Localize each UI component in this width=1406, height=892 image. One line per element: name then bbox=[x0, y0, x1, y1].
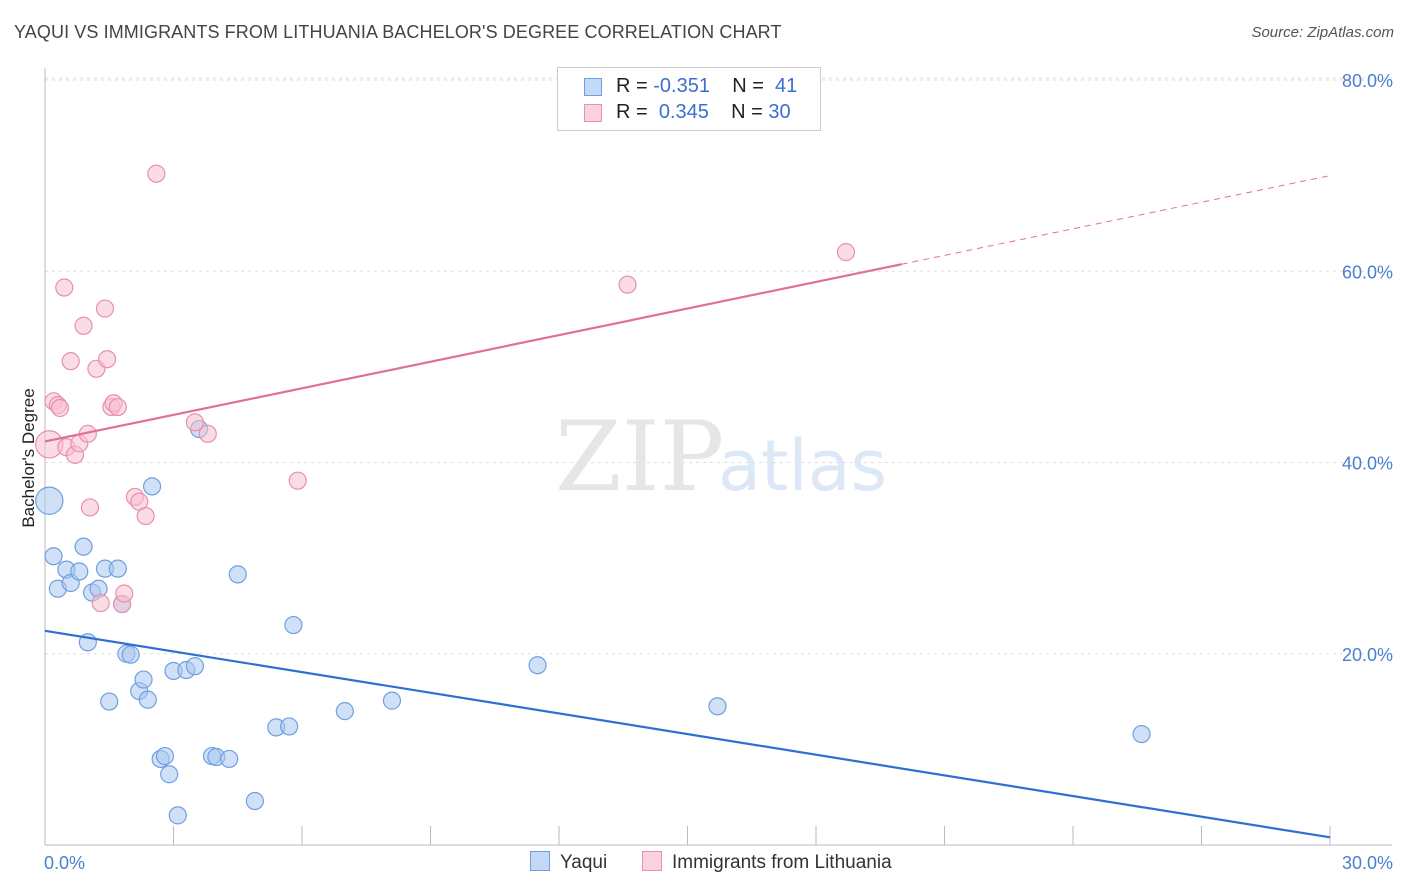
legend-r-label: R = bbox=[616, 101, 654, 123]
legend-n-label: N = bbox=[731, 101, 769, 123]
correlation-legend: R = -0.351 N = 41 R = 0.345 N = 30 bbox=[557, 67, 821, 131]
lithuania-trend-line bbox=[44, 263, 902, 443]
yaqui-point bbox=[335, 702, 354, 721]
yaqui-point bbox=[138, 690, 157, 709]
y-axis-label: Bachelor's Degree bbox=[19, 388, 38, 527]
yaqui-point bbox=[35, 486, 64, 515]
yaqui-point bbox=[185, 657, 205, 676]
yaqui-point bbox=[108, 559, 127, 578]
yaqui-point bbox=[528, 656, 547, 675]
lithuania-point bbox=[618, 275, 637, 294]
yaqui-point bbox=[280, 717, 299, 736]
yaqui-swatch bbox=[584, 78, 602, 96]
lithuania-point bbox=[61, 352, 80, 371]
bottom-legend-yaqui: Yaqui bbox=[530, 851, 607, 874]
lithuania-point bbox=[115, 584, 134, 603]
tick-labels: 20.0% 40.0% 60.0% 80.0% 0.0% 30.0% bbox=[44, 71, 1393, 873]
gridlines bbox=[45, 77, 1392, 655]
yaqui-trend-line bbox=[44, 629, 1331, 839]
yaqui-point bbox=[142, 477, 162, 496]
yaqui-point bbox=[245, 791, 264, 811]
lithuania-legend-swatch bbox=[642, 851, 662, 871]
lithuania-point bbox=[95, 299, 115, 318]
watermark-atlas: atlas bbox=[718, 425, 887, 507]
lithuania-point bbox=[74, 316, 93, 335]
x-tick-label: 30.0% bbox=[1342, 853, 1393, 873]
chart-title: YAQUI VS IMMIGRANTS FROM LITHUANIA BACHE… bbox=[14, 22, 782, 42]
x-tick-label: 0.0% bbox=[44, 853, 85, 873]
watermark: ZIP atlas bbox=[555, 401, 887, 513]
source-label: Source: ZipAtlas.com bbox=[1251, 24, 1394, 41]
lithuania-point bbox=[50, 398, 70, 418]
watermark-zip: ZIP bbox=[555, 401, 724, 513]
legend-n-value: 41 bbox=[775, 75, 798, 97]
lithuania-point bbox=[147, 164, 166, 183]
bottom-legend-lithuania: Immigrants from Lithuania bbox=[642, 851, 892, 874]
yaqui-point bbox=[1132, 724, 1151, 744]
yaqui-point bbox=[100, 692, 119, 711]
lithuania-point bbox=[91, 593, 110, 613]
yaqui-point bbox=[70, 562, 89, 581]
legend-r-label: R = bbox=[616, 75, 654, 97]
lithuania-point bbox=[288, 471, 307, 490]
lithuania-point bbox=[55, 278, 74, 297]
lithuania-point bbox=[836, 243, 856, 262]
lithuania-point bbox=[98, 350, 117, 369]
y-tick-label: 40.0% bbox=[1342, 454, 1393, 474]
yaqui-point bbox=[220, 749, 239, 769]
yaqui-point bbox=[160, 765, 179, 784]
yaqui-point bbox=[708, 697, 727, 716]
lithuania-point bbox=[108, 397, 127, 417]
lithuania-swatch bbox=[584, 104, 602, 122]
yaqui-legend-swatch bbox=[530, 851, 550, 871]
lithuania-trend-extension bbox=[901, 175, 1331, 265]
yaqui-legend-label: Yaqui bbox=[560, 852, 608, 873]
yaqui-point bbox=[134, 670, 153, 689]
lithuania-legend-label: Immigrants from Lithuania bbox=[672, 852, 892, 873]
legend-r-value: -0.351 bbox=[653, 75, 710, 97]
legend-n-value: 30 bbox=[768, 101, 791, 123]
yaqui-point bbox=[228, 565, 247, 584]
y-tick-label: 20.0% bbox=[1342, 645, 1393, 665]
yaqui-point bbox=[284, 615, 303, 635]
lithuania-point bbox=[80, 498, 100, 517]
lithuania-point bbox=[185, 413, 205, 432]
y-tick-label: 60.0% bbox=[1342, 262, 1393, 282]
yaqui-point bbox=[155, 746, 175, 766]
yaqui-point bbox=[121, 645, 140, 664]
y-tick-label: 80.0% bbox=[1342, 71, 1393, 91]
yaqui-point bbox=[74, 537, 93, 556]
lithuania-point bbox=[198, 424, 217, 443]
yaqui-point bbox=[44, 547, 63, 566]
yaqui-point bbox=[382, 691, 402, 710]
legend-r-value: 0.345 bbox=[658, 101, 709, 123]
trend-lines bbox=[44, 175, 1331, 839]
lithuania-point bbox=[136, 506, 155, 526]
legend-n-label: N = bbox=[732, 75, 770, 97]
data-points bbox=[35, 164, 1151, 825]
yaqui-point bbox=[168, 806, 187, 825]
